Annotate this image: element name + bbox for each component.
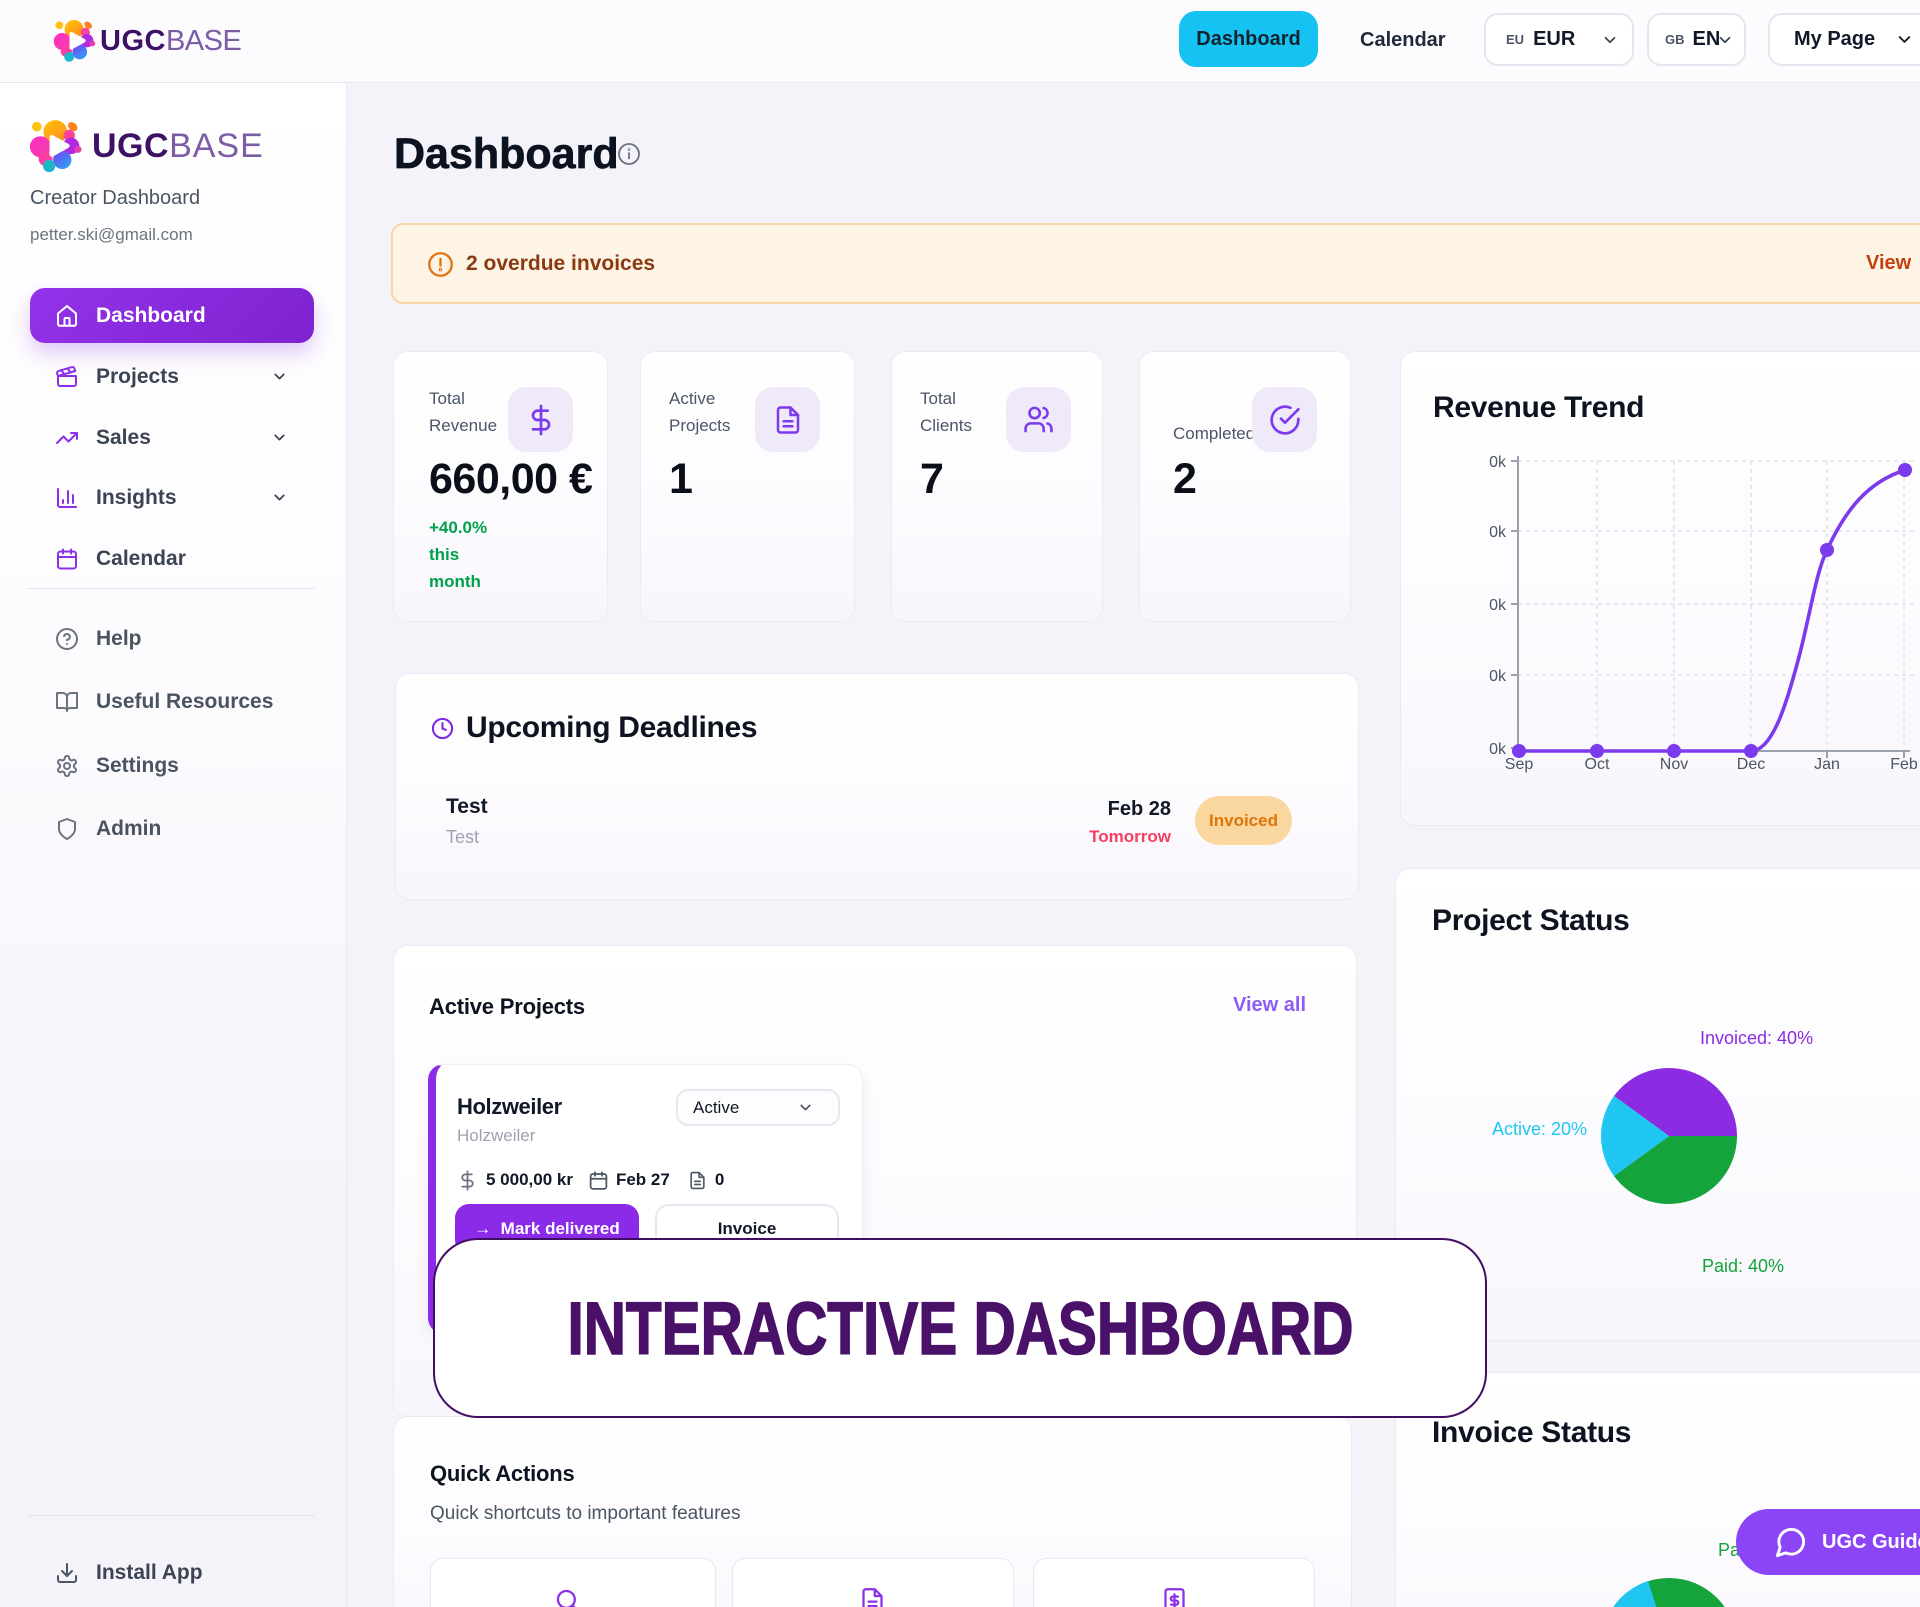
svg-text:Dec: Dec: [1737, 756, 1765, 773]
svg-text:Feb: Feb: [1890, 756, 1918, 773]
svg-text:Active: 20%: Active: 20%: [1492, 1119, 1587, 1139]
svg-text:0k: 0k: [1489, 597, 1507, 614]
svg-text:0k: 0k: [1489, 454, 1507, 471]
svg-text:Invoiced: 40%: Invoiced: 40%: [1700, 1028, 1813, 1048]
svg-text:0k: 0k: [1489, 741, 1507, 758]
svg-text:Oct: Oct: [1585, 756, 1610, 773]
svg-text:Nov: Nov: [1660, 756, 1688, 773]
svg-text:Paid: 40%: Paid: 40%: [1702, 1256, 1784, 1276]
svg-text:0k: 0k: [1489, 668, 1507, 685]
svg-text:0k: 0k: [1489, 524, 1507, 541]
svg-text:Sep: Sep: [1505, 756, 1534, 773]
svg-text:Jan: Jan: [1814, 756, 1840, 773]
